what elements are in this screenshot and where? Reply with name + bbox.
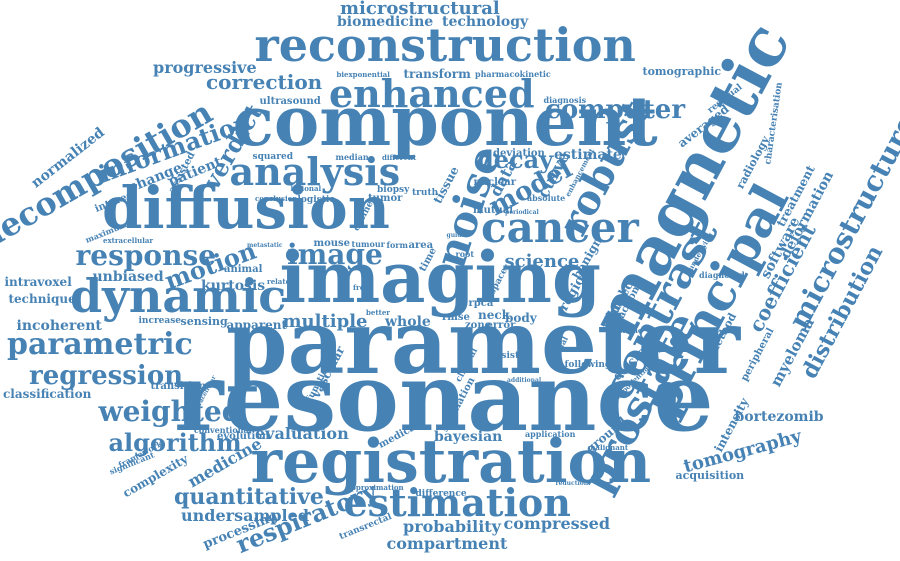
cloud-word-w87: body bbox=[505, 311, 537, 325]
cloud-word-w102: biopsy bbox=[377, 184, 410, 195]
cloud-word-w46: compartment bbox=[386, 534, 508, 553]
cloud-word-w27: quantitative bbox=[174, 484, 324, 510]
cloud-word-w78: pharmacokinetic bbox=[475, 69, 551, 79]
cloud-word-w81: diagnosis bbox=[543, 95, 587, 105]
cloud-word-w66: acquisition bbox=[675, 468, 745, 482]
cloud-word-w106: lesional bbox=[290, 183, 322, 193]
cloud-word-w157: better bbox=[366, 307, 390, 317]
cloud-word-w79: biexponential bbox=[336, 69, 390, 79]
cloud-word-w49: undersampled bbox=[181, 506, 309, 525]
cloud-word-w156: guided bbox=[446, 232, 470, 239]
cloud-word-w55: incoherent bbox=[16, 318, 102, 334]
cloud-word-w100: tumour bbox=[351, 239, 385, 249]
cloud-word-w98: form bbox=[386, 240, 408, 250]
cloud-word-w02: resonance bbox=[174, 343, 714, 453]
cloud-word-w145: periodical bbox=[505, 209, 539, 216]
cloud-word-w59: kurtosis bbox=[201, 278, 266, 294]
cloud-word-w06: diffusion bbox=[102, 174, 390, 242]
cloud-word-w148: root bbox=[455, 249, 475, 259]
cloud-word-w133: volume bbox=[614, 325, 643, 335]
cloud-word-w76: estimate bbox=[554, 147, 622, 163]
cloud-word-w01: parameter bbox=[226, 290, 741, 394]
cloud-word-w113: animal bbox=[224, 264, 263, 275]
cloud-word-w97: area bbox=[408, 240, 434, 251]
cloud-word-w158: free bbox=[353, 282, 369, 292]
cloud-word-w150: assist bbox=[490, 350, 520, 361]
cloud-word-w128: application bbox=[525, 429, 576, 439]
cloud-word-w37: multiple bbox=[282, 311, 368, 332]
cloud-word-w101: tumor bbox=[368, 193, 403, 204]
cloud-word-w47: probability bbox=[403, 517, 501, 536]
cloud-word-w99: mouse bbox=[313, 238, 351, 249]
cloud-word-w14: cancer bbox=[481, 203, 639, 252]
cloud-word-w112: extracellular bbox=[103, 235, 154, 245]
cloud-word-w43: progressive bbox=[153, 58, 257, 77]
cloud-word-w21: parametric bbox=[7, 327, 193, 362]
cloud-word-w77: transform bbox=[403, 67, 471, 81]
cloud-word-w80: ultrasound bbox=[259, 96, 321, 107]
cloud-word-w63: bortezomib bbox=[734, 409, 824, 425]
cloud-word-w124: approximation bbox=[346, 482, 404, 492]
cloud-word-w39: correction bbox=[206, 70, 323, 94]
cloud-word-w142: mutual bbox=[473, 205, 514, 216]
cloud-word-w20: weighted bbox=[98, 395, 242, 428]
cloud-word-w23: image bbox=[287, 238, 383, 271]
cloud-word-w90: rmse bbox=[442, 312, 470, 323]
cloud-word-w40: microstructural bbox=[340, 0, 500, 19]
cloud-word-w54: classification bbox=[3, 387, 92, 401]
cloud-word-w146: different bbox=[382, 152, 417, 162]
cloud-word-w132: following bbox=[564, 359, 612, 370]
cloud-word-w52: bayesian bbox=[434, 429, 503, 445]
cloud-word-w86: neck bbox=[478, 308, 510, 322]
cloud-word-w24: computer bbox=[545, 95, 686, 125]
cloud-word-w13: dynamic bbox=[70, 269, 287, 323]
cloud-word-w143: deviation bbox=[493, 148, 545, 159]
cloud-word-w08: reconstruction bbox=[254, 18, 636, 72]
cloud-word-w28: algorithm bbox=[108, 428, 242, 457]
cloud-word-w105: squared bbox=[252, 151, 294, 162]
cloud-word-w57: technique bbox=[8, 292, 76, 306]
cloud-word-w53: science bbox=[504, 251, 580, 272]
cloud-word-w159: reduction bbox=[555, 480, 589, 487]
cloud-word-w04: imaging bbox=[279, 236, 601, 319]
cloud-word-w147: rpca bbox=[468, 298, 494, 309]
cloud-word-w108: conclusion bbox=[255, 193, 298, 203]
cloud-word-w44: evaluation bbox=[255, 424, 349, 443]
cloud-word-w09: enhanced bbox=[329, 71, 535, 116]
cloud-word-w104: median bbox=[335, 152, 369, 162]
cloud-word-w85: whole bbox=[385, 314, 431, 330]
cloud-word-w115: metastatic bbox=[247, 242, 283, 249]
cloud-word-w89: error bbox=[486, 320, 516, 331]
cloud-word-w121: evolution bbox=[217, 431, 270, 442]
cloud-word-w114: related bbox=[267, 276, 295, 286]
cloud-word-w83: sensing bbox=[180, 314, 228, 328]
cloud-word-w84: increase bbox=[138, 315, 182, 326]
cloud-word-w107: logistic bbox=[297, 194, 335, 205]
cloud-word-w07: registration bbox=[250, 427, 652, 497]
cloud-word-w22: response bbox=[75, 239, 217, 272]
cloud-word-w125: difference bbox=[415, 488, 467, 499]
cloud-word-w67: tomographic bbox=[642, 64, 722, 78]
cloud-word-w130: malignant bbox=[588, 442, 629, 452]
cloud-word-w82: apparent bbox=[226, 318, 288, 332]
cloud-word-w58: unbiased bbox=[92, 269, 164, 285]
cloud-word-w153: additional bbox=[507, 377, 542, 384]
cloud-word-w32: decay bbox=[477, 145, 554, 174]
cloud-word-w41: biomedicine bbox=[337, 14, 434, 30]
cloud-word-w138: diagnosed bbox=[699, 270, 745, 280]
cloud-word-w120: conventional bbox=[194, 425, 252, 435]
cloud-word-w42: technology bbox=[442, 14, 529, 30]
cloud-word-w88: zone bbox=[465, 320, 491, 331]
cloud-word-w48: compressed bbox=[503, 514, 611, 533]
cloud-word-w144: absolute bbox=[527, 193, 566, 203]
cloud-word-w103: truth bbox=[412, 187, 439, 198]
cloud-word-w16: estimation bbox=[343, 480, 571, 525]
cloud-word-w15: analysis bbox=[229, 149, 401, 194]
cloud-word-w141: nuclear bbox=[473, 177, 517, 188]
cloud-word-w56: intravoxel bbox=[4, 275, 72, 289]
cloud-word-w25: regression bbox=[29, 361, 184, 391]
cloud-word-w118: transition bbox=[150, 381, 206, 392]
cloud-word-w03: component bbox=[232, 82, 658, 162]
